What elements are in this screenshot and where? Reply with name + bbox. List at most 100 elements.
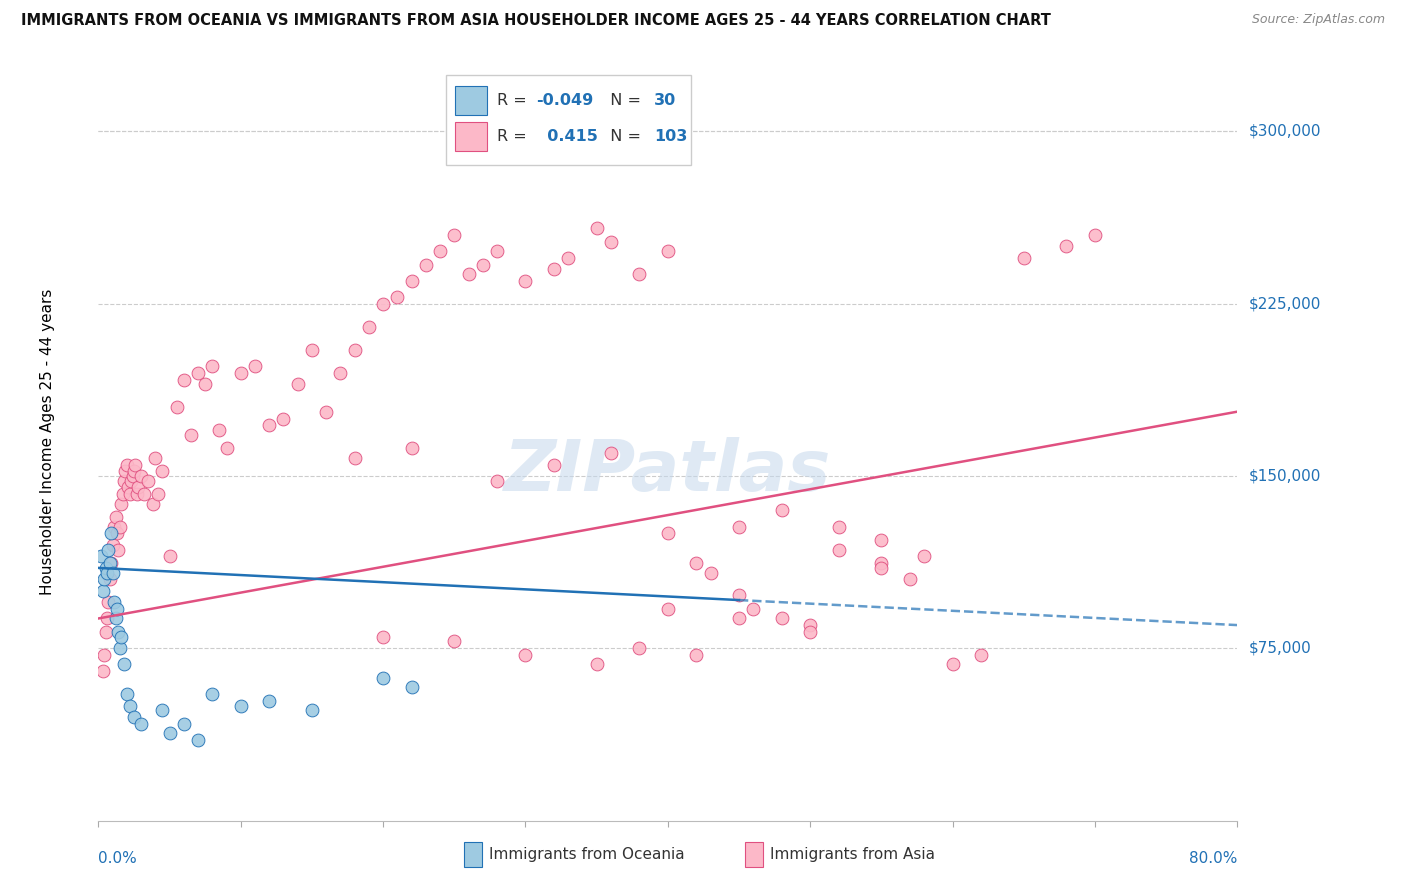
Text: N =: N = — [599, 129, 645, 145]
Point — [125, 487, 148, 501]
Point — [343, 450, 366, 465]
Point — [343, 343, 366, 357]
Point — [107, 625, 129, 640]
Point — [108, 519, 131, 533]
FancyBboxPatch shape — [456, 86, 486, 115]
Text: $150,000: $150,000 — [1249, 468, 1320, 483]
Point — [132, 487, 155, 501]
Text: -0.049: -0.049 — [536, 93, 593, 108]
Point — [96, 611, 118, 625]
Text: 30: 30 — [654, 93, 676, 108]
Point — [870, 561, 893, 575]
Point — [98, 557, 121, 571]
Text: Immigrants from Oceania: Immigrants from Oceania — [489, 847, 685, 862]
Point — [515, 648, 537, 663]
Point — [401, 442, 423, 456]
Point — [201, 687, 224, 701]
Point — [121, 469, 143, 483]
Point — [112, 474, 135, 488]
Point — [97, 542, 120, 557]
Point — [118, 698, 141, 713]
Point — [93, 648, 115, 663]
Point — [486, 474, 509, 488]
Point — [97, 595, 120, 609]
Point — [657, 526, 679, 541]
Point — [173, 372, 195, 386]
Point — [457, 267, 479, 281]
Point — [770, 503, 793, 517]
Point — [127, 481, 149, 495]
Point — [742, 602, 765, 616]
Text: 103: 103 — [654, 129, 688, 145]
Point — [104, 611, 127, 625]
Point — [100, 557, 122, 571]
Point — [152, 464, 174, 478]
Text: 0.415: 0.415 — [536, 129, 598, 145]
Point — [111, 487, 134, 501]
Point — [1056, 239, 1078, 253]
Text: IMMIGRANTS FROM OCEANIA VS IMMIGRANTS FROM ASIA HOUSEHOLDER INCOME AGES 25 - 44 : IMMIGRANTS FROM OCEANIA VS IMMIGRANTS FR… — [21, 13, 1050, 29]
Point — [90, 549, 112, 564]
Point — [107, 542, 129, 557]
Point — [685, 648, 707, 663]
Point — [543, 262, 565, 277]
Point — [201, 359, 224, 373]
Point — [120, 474, 142, 488]
Point — [173, 717, 195, 731]
Point — [229, 366, 252, 380]
Point — [194, 377, 217, 392]
Point — [148, 487, 170, 501]
Point — [129, 717, 152, 731]
Point — [728, 589, 751, 603]
Point — [103, 519, 125, 533]
Point — [628, 641, 651, 656]
Point — [187, 366, 209, 380]
Text: ZIPatlas: ZIPatlas — [505, 437, 831, 507]
Point — [471, 258, 494, 272]
Point — [259, 694, 281, 708]
Point — [828, 542, 851, 557]
Point — [486, 244, 509, 258]
Point — [110, 630, 132, 644]
Point — [215, 442, 238, 456]
Point — [799, 618, 821, 632]
Point — [401, 274, 423, 288]
Point — [103, 595, 125, 609]
Point — [315, 405, 337, 419]
Point — [912, 549, 935, 564]
Point — [141, 497, 163, 511]
Point — [110, 497, 132, 511]
Point — [118, 487, 141, 501]
Point — [557, 251, 579, 265]
Point — [100, 526, 122, 541]
Text: Source: ZipAtlas.com: Source: ZipAtlas.com — [1251, 13, 1385, 27]
Point — [600, 446, 623, 460]
FancyBboxPatch shape — [446, 75, 690, 165]
Point — [122, 710, 145, 724]
Point — [387, 290, 409, 304]
Point — [159, 549, 181, 564]
Point — [101, 566, 124, 580]
Point — [91, 583, 114, 598]
Point — [443, 227, 465, 242]
Point — [159, 726, 181, 740]
Text: $75,000: $75,000 — [1249, 640, 1312, 656]
Point — [628, 267, 651, 281]
Point — [585, 657, 607, 672]
Point — [101, 538, 124, 552]
Point — [136, 474, 159, 488]
Point — [600, 235, 623, 249]
Point — [728, 519, 751, 533]
Point — [166, 400, 188, 414]
Point — [699, 566, 721, 580]
Point — [104, 510, 127, 524]
Point — [657, 602, 679, 616]
Point — [243, 359, 266, 373]
Point — [115, 687, 138, 701]
Text: R =: R = — [498, 129, 531, 145]
Text: $300,000: $300,000 — [1249, 124, 1320, 139]
Point — [180, 427, 202, 442]
Point — [287, 377, 309, 392]
Point — [357, 319, 380, 334]
Point — [728, 611, 751, 625]
